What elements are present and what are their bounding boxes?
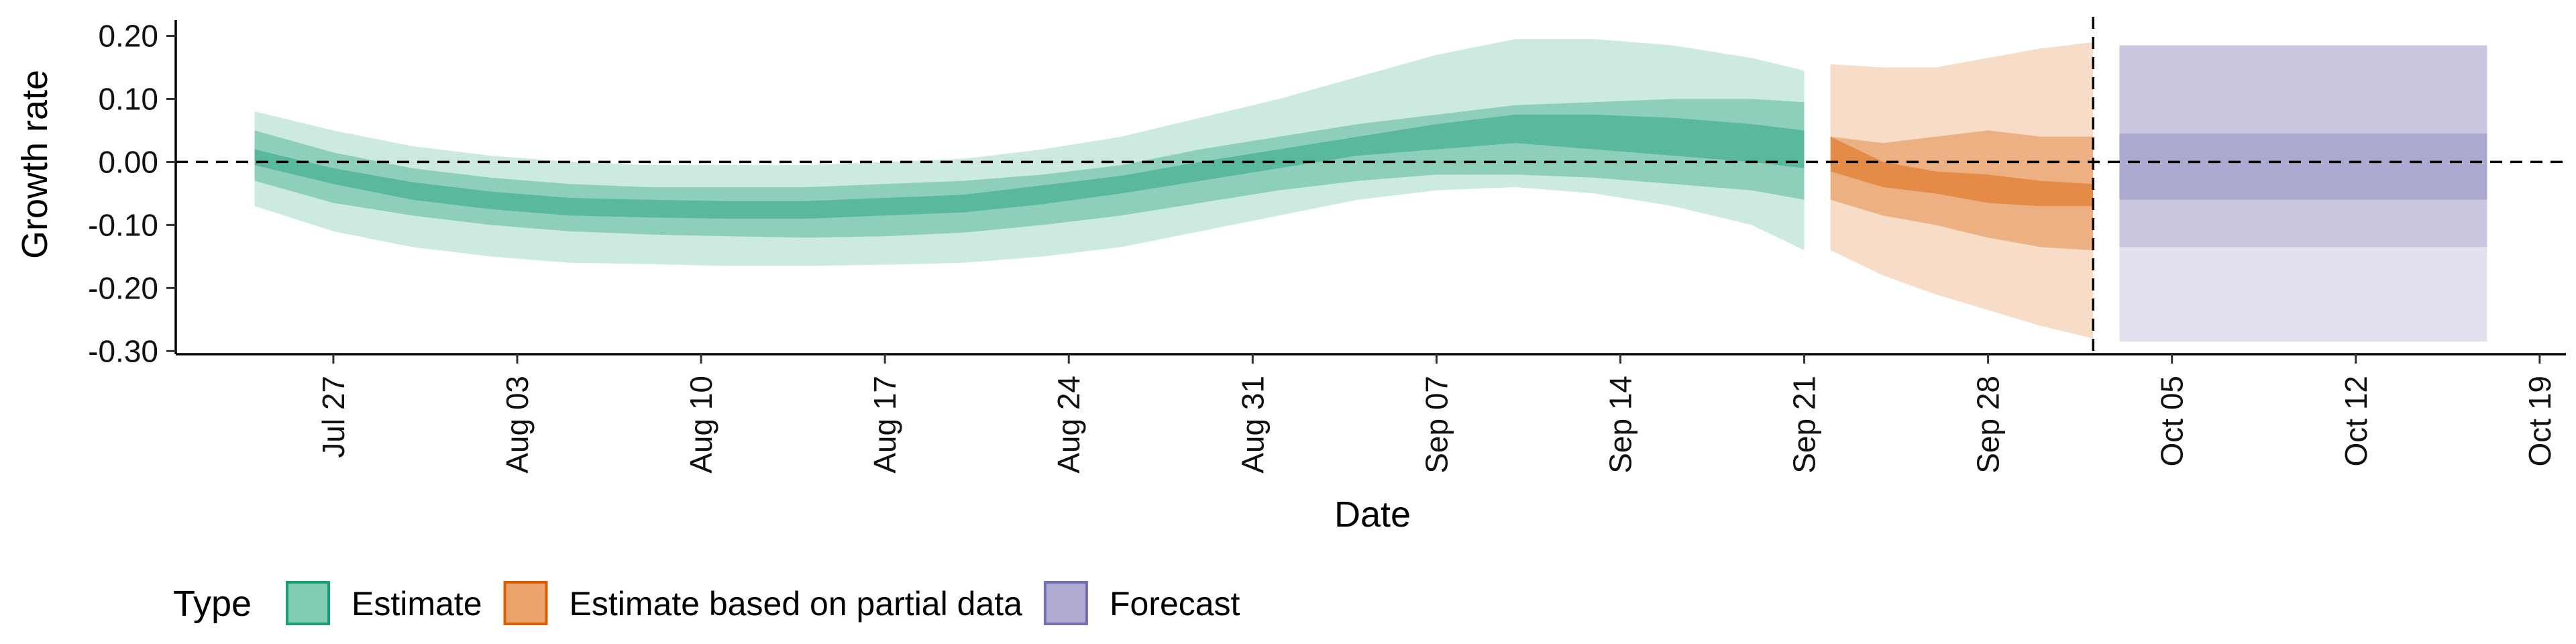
band-inner [1830,136,2094,207]
legend-item-forecast: Forecast [1043,581,1240,625]
legend-swatch [503,581,548,625]
x-tick-label: Oct 19 [2522,376,2557,467]
legend-swatch [286,581,330,625]
x-tick-label: Aug 24 [1051,376,1086,474]
band-mid [254,99,1805,238]
band-mid [2119,133,2487,200]
y-tick-label: 0.20 [98,18,158,53]
legend-item-estimate-based-on-partial-data: Estimate based on partial data [503,581,1023,625]
band-inner [254,114,1805,219]
x-tick-label: Sep 14 [1603,376,1638,474]
legend-swatch [1043,581,1088,625]
x-tick-label: Sep 07 [1419,376,1454,474]
x-tick-label: Aug 03 [500,376,535,474]
x-tick-label: Aug 10 [684,376,718,474]
x-tick-label: Sep 28 [1971,376,2006,474]
band-outermost [2119,45,2487,342]
y-tick-label: -0.30 [88,333,158,368]
x-tick-label: Oct 12 [2339,376,2373,467]
band-mid [1830,130,2094,250]
y-tick-label: 0.10 [98,81,158,116]
bands-layer [254,39,2487,342]
series-forecast [2119,45,2487,342]
x-tick-label: Aug 31 [1235,376,1270,474]
legend-label: Estimate based on partial data [570,585,1023,623]
band-outer [2119,45,2487,248]
x-tick-label: Oct 05 [2155,376,2190,467]
band-outer [254,39,1805,266]
y-tick-label: -0.20 [88,270,158,305]
legend-item-estimate: Estimate [286,581,482,625]
axes: 0.20 0.10 0.00 -0.10 -0.20 -0.30 Jul 27 Aug 03 A… [88,18,2566,474]
reference-lines [176,17,2566,354]
series-estimate-based-on-partial-data [1830,42,2094,339]
legend-label: Forecast [1110,585,1240,623]
y-tick-label: 0.00 [98,144,158,179]
band-outer [1830,42,2094,339]
legend-label: Estimate [352,585,482,623]
x-tick-label: Aug 17 [867,376,902,474]
legend-title: Type [173,584,252,624]
y-tick-label: -0.10 [88,207,158,242]
series-estimate [254,39,1805,266]
legend: Type Estimate Estimate based on partial da… [173,581,1240,625]
y-axis-title: Growth rate [15,70,55,259]
x-tick-label: Jul 27 [316,376,351,458]
x-tick-label: Sep 21 [1787,376,1822,474]
x-axis-title: Date [1334,494,1411,535]
